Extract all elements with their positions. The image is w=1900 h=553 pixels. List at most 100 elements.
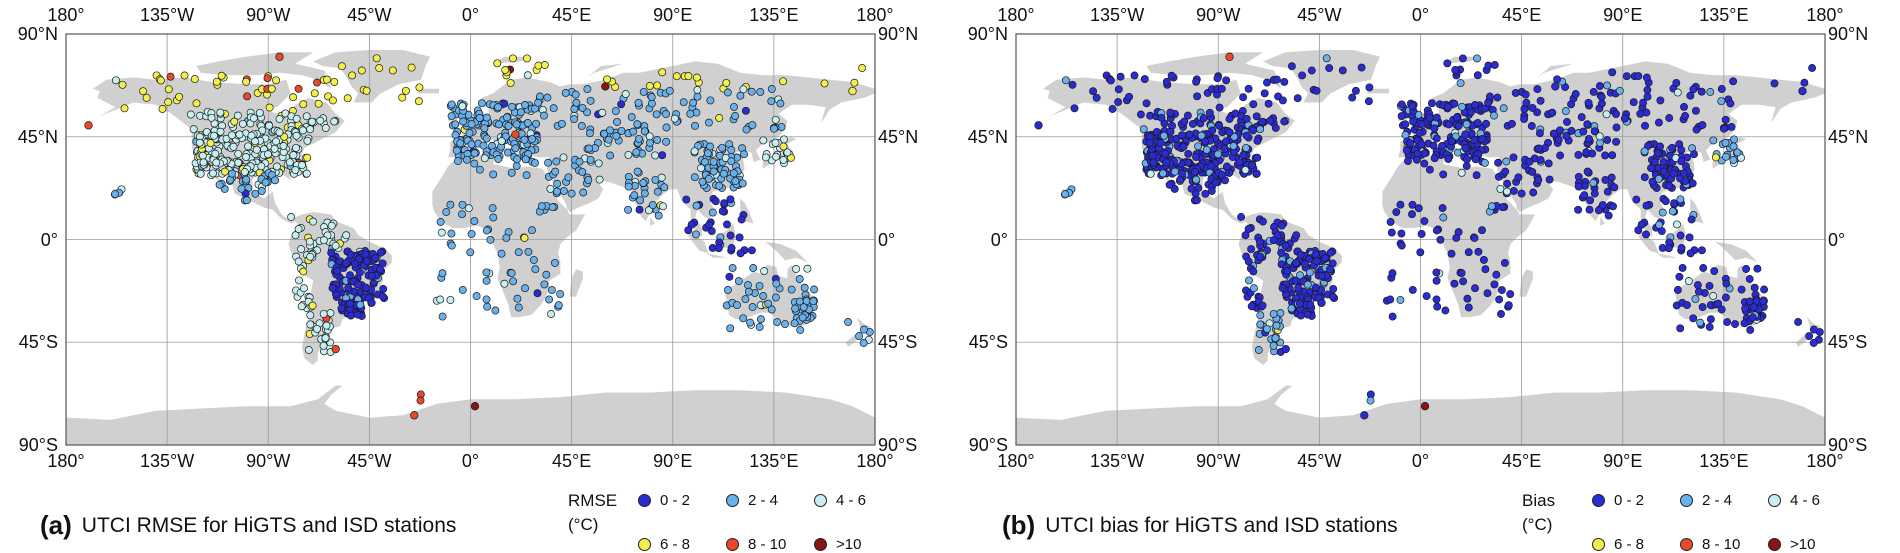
station-marker [553, 187, 561, 196]
station-marker [211, 149, 220, 158]
station-marker [1499, 104, 1508, 113]
station-marker [1737, 285, 1746, 294]
station-marker [1156, 139, 1165, 148]
station-marker [523, 119, 532, 127]
station-marker [1432, 268, 1441, 277]
station-marker [552, 157, 561, 166]
legend-label: >10 [836, 536, 862, 553]
station-marker [1706, 315, 1715, 324]
station-marker [1264, 99, 1273, 108]
station-marker [779, 142, 788, 151]
station-marker [1306, 300, 1315, 309]
station-marker [459, 117, 468, 126]
station-marker [1463, 155, 1471, 164]
station-marker [1249, 267, 1258, 276]
station-marker [361, 250, 370, 259]
legend-item: >10 [1768, 536, 1815, 553]
lat-tick-label-right: 45°N [1828, 126, 1869, 147]
station-marker [436, 218, 445, 226]
station-marker [1326, 248, 1335, 257]
station-marker [217, 71, 226, 80]
station-marker [747, 87, 756, 96]
station-marker [1622, 72, 1631, 81]
legend-label: 8 - 10 [1702, 536, 1741, 553]
station-marker [1263, 324, 1271, 333]
station-marker [1130, 71, 1139, 80]
station-marker [297, 245, 306, 254]
station-marker [1608, 151, 1617, 160]
station-marker [1454, 122, 1463, 130]
lon-tick-label-top: 90°E [653, 5, 693, 25]
station-marker [1680, 102, 1688, 111]
station-marker [1590, 189, 1599, 198]
station-marker [531, 265, 540, 274]
legend-title: Bias [1522, 491, 1556, 510]
station-marker [1594, 206, 1603, 215]
station-marker [741, 295, 750, 304]
station-marker [371, 254, 380, 262]
station-marker [1213, 74, 1222, 83]
station-marker [561, 89, 570, 97]
station-marker [350, 259, 359, 268]
station-marker [289, 93, 298, 102]
lon-tick-label-bottom: 135°E [1699, 451, 1749, 471]
station-marker [629, 127, 638, 136]
station-marker [726, 324, 735, 333]
station-marker [438, 269, 447, 278]
legend-item: 0 - 2 [638, 492, 690, 509]
lat-tick-label-left: 45°N [17, 126, 58, 147]
station-marker [1634, 226, 1643, 235]
station-marker [294, 225, 303, 233]
station-marker [331, 344, 340, 354]
station-marker [196, 169, 205, 178]
station-marker [1089, 87, 1098, 96]
station-marker [652, 110, 661, 119]
lon-tick-label-top: 135°W [140, 5, 195, 25]
station-marker [1583, 167, 1592, 176]
station-marker [1750, 283, 1759, 292]
station-marker [1443, 59, 1452, 68]
station-marker [1116, 72, 1125, 81]
station-marker [1283, 267, 1292, 275]
station-marker [1170, 167, 1179, 176]
caption-a: (a) UTCI RMSE for HiGTS and ISD stations [40, 510, 456, 541]
station-marker [1490, 111, 1498, 120]
station-marker [1241, 166, 1250, 174]
station-marker [189, 125, 198, 134]
station-marker [1432, 113, 1441, 122]
station-marker [1586, 196, 1595, 205]
station-marker [1503, 187, 1511, 196]
station-marker [242, 153, 250, 161]
station-marker [544, 158, 553, 167]
station-marker [1392, 208, 1401, 217]
station-marker [321, 124, 330, 132]
station-marker [545, 295, 554, 304]
station-marker [1453, 113, 1461, 122]
station-marker [447, 100, 456, 109]
station-marker [1187, 184, 1196, 193]
lon-tick-label-top: 180° [1806, 5, 1844, 25]
station-marker [242, 196, 251, 205]
station-marker [682, 195, 691, 204]
station-marker [720, 199, 729, 208]
station-marker [639, 87, 648, 96]
station-marker [294, 257, 303, 266]
station-marker [1511, 89, 1520, 97]
station-marker [212, 158, 221, 167]
station-marker [672, 72, 681, 81]
station-marker [1214, 150, 1222, 159]
caption-text: UTCI bias for HiGTS and ISD stations [1045, 514, 1398, 537]
station-marker [156, 76, 165, 85]
station-marker [1722, 152, 1730, 161]
station-marker [1509, 186, 1518, 195]
station-marker [644, 206, 653, 215]
station-marker [726, 195, 735, 204]
legend-swatch [1592, 494, 1605, 507]
station-marker [803, 264, 812, 273]
legend-swatch [726, 538, 739, 551]
station-marker [410, 411, 419, 420]
station-marker [559, 186, 568, 195]
station-marker [1603, 187, 1612, 196]
station-marker [503, 113, 511, 122]
station-marker [585, 129, 594, 138]
